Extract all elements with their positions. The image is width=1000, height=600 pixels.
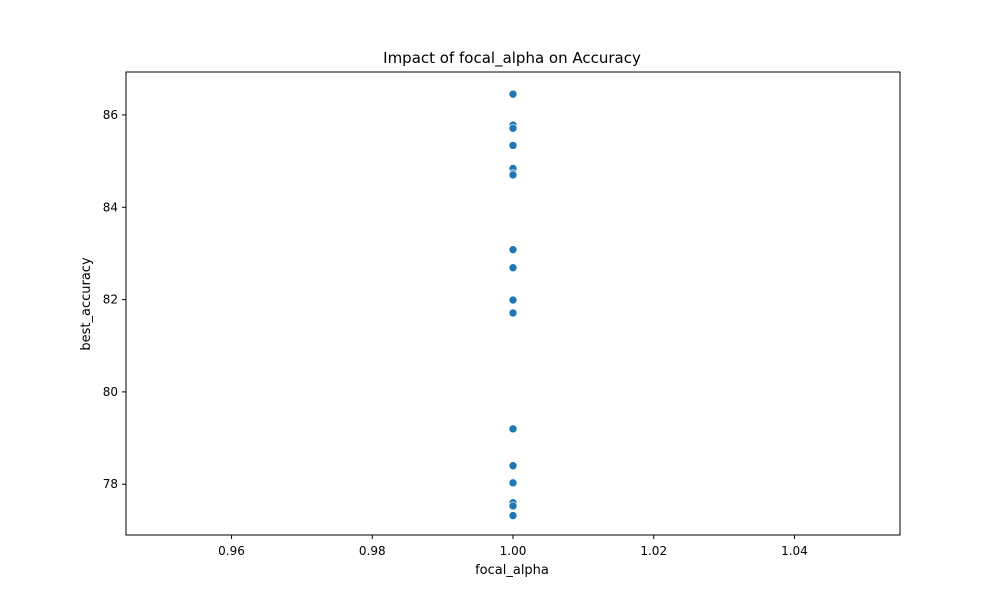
x-tick-label: 0.98 xyxy=(359,544,386,558)
y-tick-label: 82 xyxy=(103,293,118,307)
data-point xyxy=(508,501,518,511)
data-point xyxy=(508,245,518,255)
x-tick-label: 1.00 xyxy=(500,544,527,558)
data-point xyxy=(508,141,518,150)
y-tick-label: 84 xyxy=(103,200,118,214)
y-axis: 78 80 82 84 86 xyxy=(103,108,126,491)
y-tick-label: 80 xyxy=(103,385,118,399)
data-point xyxy=(508,295,518,305)
data-point xyxy=(508,124,518,133)
y-tick-label: 86 xyxy=(103,108,118,122)
data-point xyxy=(508,461,518,471)
data-point xyxy=(508,308,518,318)
chart-title: Impact of focal_alpha on Accuracy xyxy=(383,49,641,68)
data-point xyxy=(508,424,518,434)
data-point xyxy=(508,478,518,488)
y-tick-label: 78 xyxy=(103,477,118,491)
data-points xyxy=(508,89,518,520)
y-axis-label: best_accuracy xyxy=(79,257,94,351)
data-point xyxy=(508,263,518,273)
data-point xyxy=(508,89,518,99)
x-axis-label: focal_alpha xyxy=(475,563,549,578)
x-axis: 0.96 0.98 1.00 1.02 1.04 xyxy=(218,535,808,558)
x-tick-label: 1.02 xyxy=(640,544,667,558)
data-point xyxy=(508,511,518,520)
data-point xyxy=(508,170,518,180)
x-tick-label: 0.96 xyxy=(218,544,245,558)
x-tick-label: 1.04 xyxy=(781,544,808,558)
